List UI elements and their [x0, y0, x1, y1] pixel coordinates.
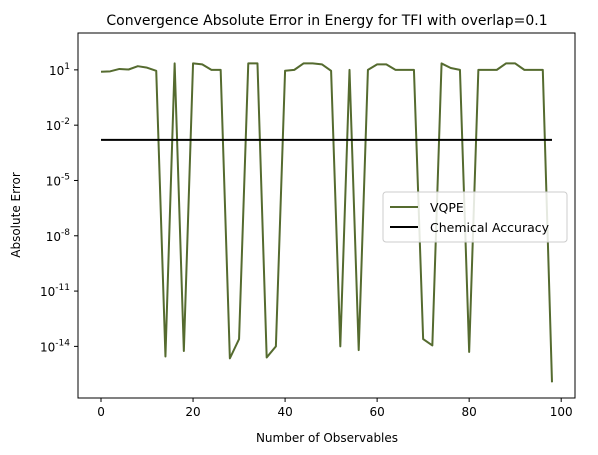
legend: VQPE Chemical Accuracy — [382, 191, 568, 243]
legend-box — [382, 191, 568, 243]
x-axis-label: Number of Observables — [256, 431, 398, 445]
x-tick-label: 0 — [97, 405, 105, 419]
y-tick-label: 10-11 — [40, 283, 70, 299]
legend-label-vqpe: VQPE — [430, 200, 464, 215]
y-tick-label: 10-2 — [46, 117, 70, 133]
y-axis-label: Absolute Error — [9, 172, 23, 258]
x-tick-label: 100 — [550, 405, 573, 419]
x-tick-label: 80 — [462, 405, 477, 419]
x-tick-label: 60 — [369, 405, 384, 419]
series-line-vqpe — [100, 62, 553, 383]
chart-title: Convergence Absolute Error in Energy for… — [106, 13, 547, 29]
plot-frame — [77, 32, 576, 399]
y-tick-label: 101 — [49, 62, 70, 78]
y-tick-label: 10-5 — [46, 172, 70, 188]
y-tick-label: 10-14 — [40, 338, 70, 354]
legend-label-chemical-accuracy: Chemical Accuracy — [430, 220, 550, 235]
x-tick-label: 40 — [277, 405, 292, 419]
plot-lines — [100, 62, 553, 383]
y-axis: 101 10-2 10-5 10-8 10-11 10-14 — [40, 62, 78, 354]
x-tick-label: 20 — [185, 405, 200, 419]
y-tick-label: 10-8 — [46, 228, 71, 244]
x-axis: 0 20 40 60 80 100 — [97, 398, 573, 419]
